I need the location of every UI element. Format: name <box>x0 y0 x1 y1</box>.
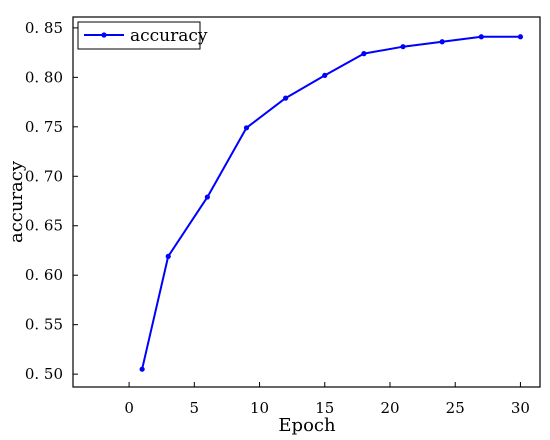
data-point <box>165 253 171 260</box>
x-axis-title: Epoch <box>278 415 336 436</box>
y-tick-label: 0. 80 <box>25 68 63 86</box>
legend-marker-swatch <box>101 32 107 38</box>
legend-label-accuracy: accuracy <box>130 26 208 46</box>
y-tick-label: 0. 50 <box>25 365 63 383</box>
y-tick-label: 0. 85 <box>25 19 63 37</box>
y-tick-label: 0. 65 <box>25 217 63 235</box>
x-tick-label: 10 <box>250 399 269 417</box>
data-point <box>139 366 145 372</box>
y-tick-label: 0. 70 <box>25 167 63 185</box>
data-point <box>283 95 289 101</box>
data-point <box>478 34 484 40</box>
y-axis-ticks: 0. 50 0. 55 0. 60 0. 65 0. 70 0. 75 0. 80 0. 85 <box>25 19 78 383</box>
x-tick-label: 0 <box>124 399 134 417</box>
y-tick-label: 0. 60 <box>25 266 63 284</box>
x-tick-label: 20 <box>380 399 399 417</box>
y-tick-label: 0. 55 <box>25 316 63 334</box>
x-tick-label: 25 <box>446 399 465 417</box>
data-point <box>322 72 328 78</box>
data-point <box>439 39 445 45</box>
x-axis-ticks: 0 5 10 15 20 25 30 <box>124 382 530 417</box>
plot-frame <box>72 16 541 388</box>
data-point <box>361 51 367 57</box>
data-point <box>517 34 524 40</box>
y-tick-label: 0. 75 <box>25 118 63 136</box>
legend: accuracy <box>77 21 208 50</box>
x-tick-label: 30 <box>511 399 530 417</box>
data-point <box>243 125 250 131</box>
series-line-accuracy <box>141 35 521 370</box>
x-tick-label: 15 <box>315 399 334 417</box>
data-point <box>204 194 210 200</box>
y-axis-title: accuracy <box>6 160 27 243</box>
x-tick-label: 5 <box>190 399 200 417</box>
series-layer <box>139 34 524 372</box>
data-point <box>400 44 406 50</box>
